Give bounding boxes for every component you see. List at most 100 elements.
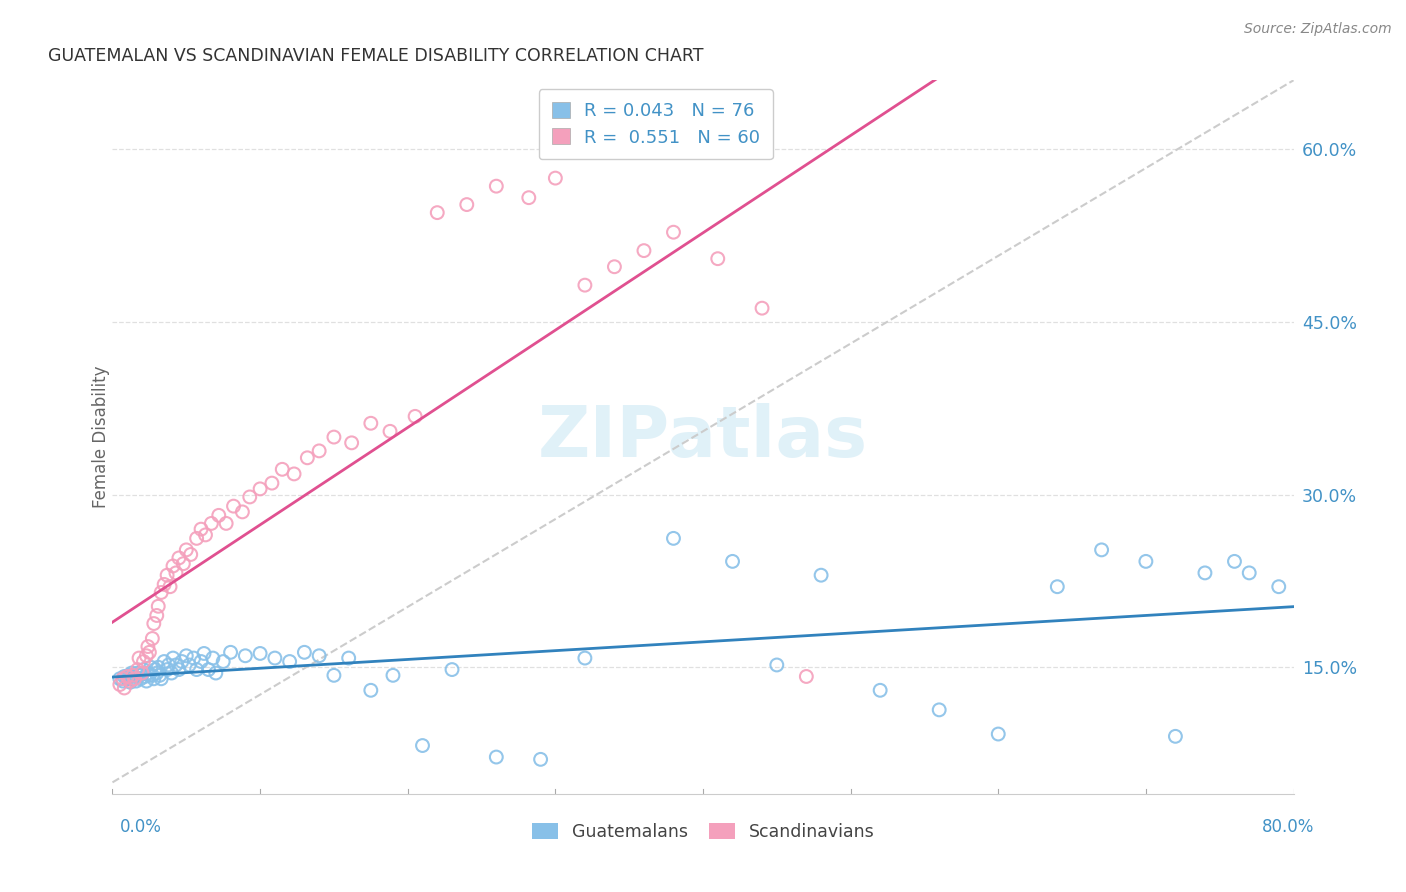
Text: GUATEMALAN VS SCANDINAVIAN FEMALE DISABILITY CORRELATION CHART: GUATEMALAN VS SCANDINAVIAN FEMALE DISABI…	[48, 47, 703, 65]
Point	[132, 663, 155, 677]
Point	[308, 443, 330, 458]
Point	[111, 672, 134, 686]
Point	[149, 668, 172, 682]
Point	[127, 666, 149, 681]
Point	[139, 660, 162, 674]
Point	[108, 672, 131, 686]
Point	[146, 666, 169, 681]
Point	[125, 674, 148, 689]
Point	[148, 660, 170, 674]
Point	[1091, 542, 1114, 557]
Point	[928, 703, 950, 717]
Point	[121, 666, 143, 681]
Point	[131, 667, 153, 681]
Point	[138, 668, 160, 682]
Point	[197, 663, 219, 677]
Point	[186, 663, 208, 677]
Text: 80.0%: 80.0%	[1263, 818, 1315, 836]
Point	[1135, 554, 1157, 568]
Point	[162, 651, 184, 665]
Point	[340, 435, 363, 450]
Point	[766, 657, 789, 672]
Point	[141, 632, 163, 646]
Point	[146, 608, 169, 623]
Point	[1194, 566, 1216, 580]
Point	[662, 532, 685, 546]
Point	[239, 490, 262, 504]
Point	[233, 648, 256, 663]
Point	[150, 672, 173, 686]
Point	[360, 683, 382, 698]
Point	[128, 651, 150, 665]
Point	[751, 301, 773, 315]
Point	[308, 648, 330, 663]
Text: Source: ZipAtlas.com: Source: ZipAtlas.com	[1244, 22, 1392, 37]
Point	[297, 450, 319, 465]
Point	[170, 655, 193, 669]
Point	[122, 672, 145, 686]
Point	[117, 669, 138, 683]
Text: ZIPatlas: ZIPatlas	[538, 402, 868, 472]
Point	[167, 550, 190, 565]
Point	[112, 681, 135, 695]
Point	[148, 599, 170, 614]
Point	[108, 677, 131, 691]
Point	[124, 669, 146, 683]
Point	[260, 476, 283, 491]
Point	[426, 205, 449, 219]
Point	[1046, 580, 1069, 594]
Point	[323, 668, 346, 682]
Point	[142, 616, 165, 631]
Point	[205, 666, 228, 681]
Point	[231, 505, 253, 519]
Point	[165, 657, 187, 672]
Point	[283, 467, 305, 481]
Point	[136, 640, 159, 654]
Point	[156, 663, 179, 677]
Point	[134, 669, 156, 683]
Point	[987, 727, 1010, 741]
Point	[190, 655, 212, 669]
Text: 0.0%: 0.0%	[120, 818, 162, 836]
Point	[1268, 580, 1291, 594]
Point	[574, 651, 596, 665]
Point	[517, 191, 540, 205]
Point	[194, 528, 217, 542]
Point	[112, 669, 135, 683]
Point	[153, 655, 176, 669]
Point	[544, 171, 567, 186]
Point	[810, 568, 832, 582]
Point	[174, 542, 197, 557]
Point	[337, 651, 360, 665]
Point	[323, 430, 346, 444]
Point	[117, 672, 138, 686]
Point	[603, 260, 626, 274]
Point	[143, 663, 166, 677]
Point	[222, 499, 245, 513]
Point	[1164, 729, 1187, 743]
Point	[124, 672, 146, 686]
Point	[179, 657, 201, 672]
Point	[404, 409, 426, 424]
Point	[156, 568, 179, 582]
Point	[136, 666, 159, 681]
Point	[129, 672, 152, 686]
Point	[138, 645, 160, 659]
Point	[271, 462, 294, 476]
Point	[128, 668, 150, 682]
Point	[200, 516, 222, 531]
Point	[183, 651, 205, 665]
Point	[157, 657, 180, 672]
Point	[127, 663, 149, 677]
Point	[131, 666, 153, 681]
Point	[1239, 566, 1261, 580]
Point	[193, 647, 215, 661]
Point	[172, 557, 194, 571]
Point	[118, 668, 141, 682]
Point	[212, 655, 235, 669]
Point	[456, 197, 478, 211]
Point	[360, 417, 382, 431]
Point	[264, 651, 287, 665]
Point	[382, 668, 405, 682]
Point	[662, 225, 685, 239]
